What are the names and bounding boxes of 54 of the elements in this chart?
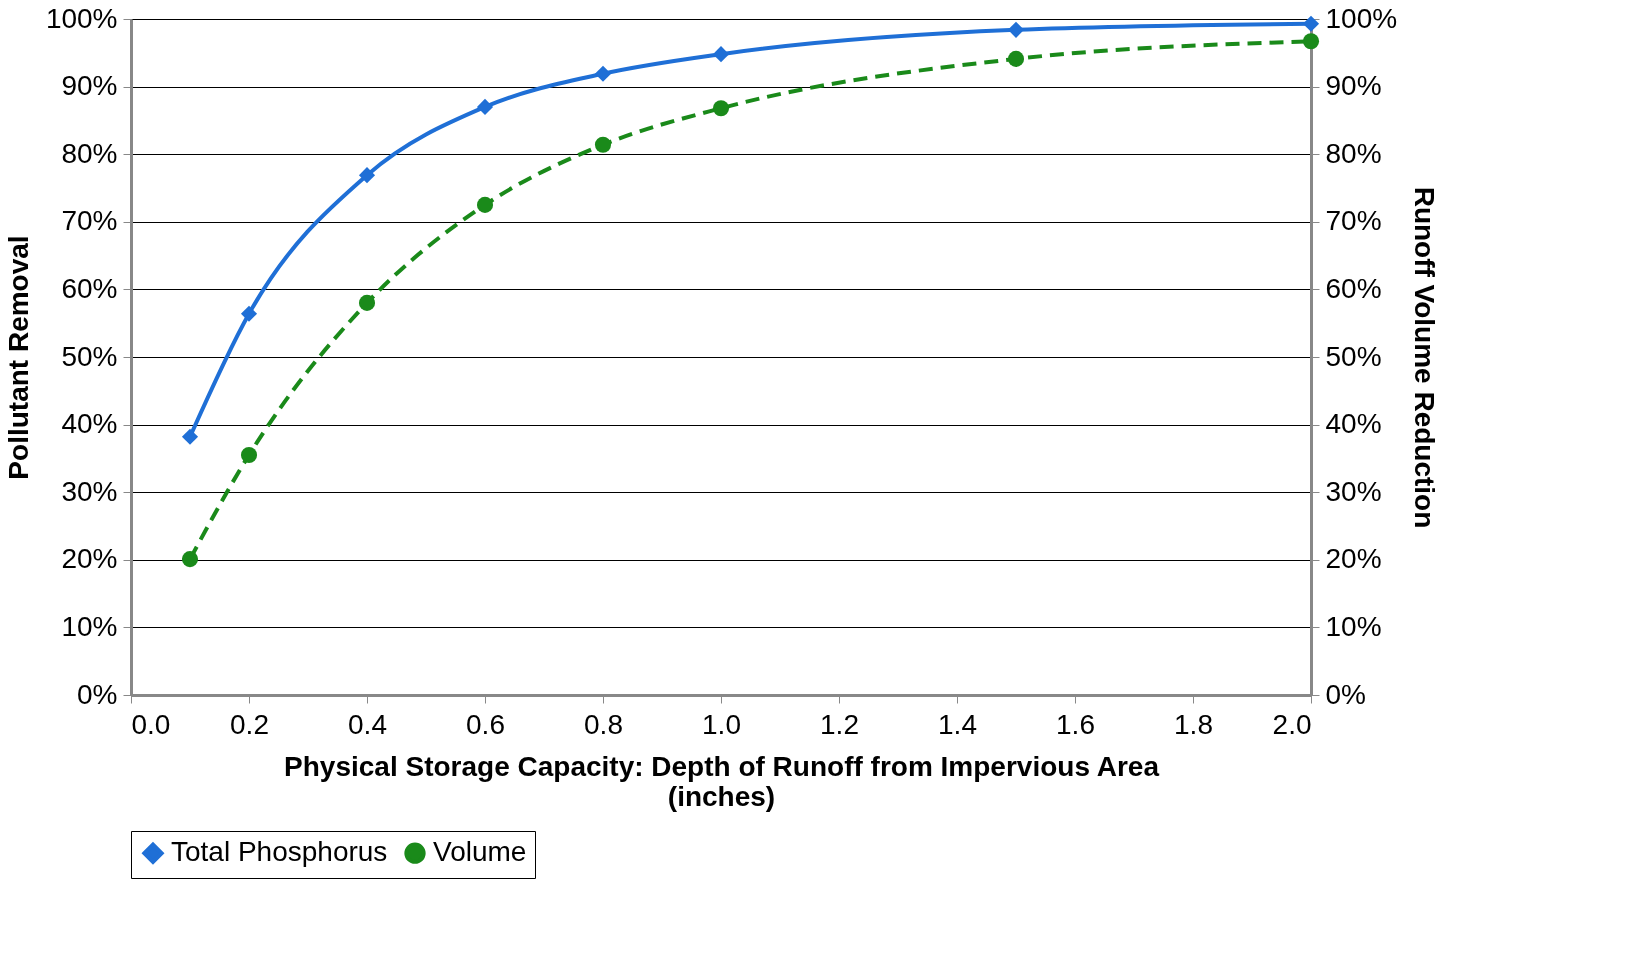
point <box>358 294 376 311</box>
y-tick-label: 0% <box>77 678 118 710</box>
y-tick-label: 20% <box>61 543 118 575</box>
legend-label: Volume <box>433 836 527 868</box>
point <box>240 305 258 322</box>
point <box>1302 15 1320 32</box>
y-tick-label: 70% <box>61 205 118 237</box>
y2-tick-label: 90% <box>1325 70 1382 102</box>
y2-tick-label: 10% <box>1325 610 1382 642</box>
point <box>712 46 730 63</box>
y2-axis-title: Runoff Volume Reduction <box>1409 186 1441 529</box>
y-tick-label: 100% <box>45 2 118 34</box>
point <box>181 551 199 568</box>
point <box>594 136 612 153</box>
point <box>594 65 612 82</box>
point <box>358 167 376 184</box>
x-tick-label: 1.8 <box>1174 708 1213 740</box>
y-tick-label: 30% <box>61 475 118 507</box>
y-axis-title: Pollutant Removal <box>2 235 34 480</box>
x-tick-label: 0.6 <box>466 708 505 740</box>
x-tick-label: 0.2 <box>230 708 269 740</box>
y-tick-label: 80% <box>61 137 118 169</box>
y-tick-label: 60% <box>61 272 118 304</box>
point <box>476 98 494 115</box>
legend-label: Total Phosphorus <box>171 836 388 868</box>
y-tick-label: 10% <box>61 610 118 642</box>
point <box>1007 21 1025 38</box>
y2-tick-label: 70% <box>1325 205 1382 237</box>
x-tick-label: 0.8 <box>584 708 623 740</box>
x-tick-label: 1.6 <box>1056 708 1095 740</box>
point <box>181 428 199 445</box>
x-tick-label: 0.4 <box>348 708 387 740</box>
point <box>712 100 730 117</box>
x-tick-label: 1.4 <box>938 708 977 740</box>
y-tick-label: 40% <box>61 408 118 440</box>
y2-tick-label: 0% <box>1325 678 1366 710</box>
x-tick-label: 0.0 <box>131 708 171 740</box>
x-axis-title: Physical Storage Capacity: Depth of Runoff from Impervious Area (inches) <box>284 750 1160 812</box>
x-tick-label: 1.0 <box>702 708 741 740</box>
y2-tick-label: 50% <box>1325 340 1382 372</box>
point <box>476 196 494 213</box>
y2-tick-label: 20% <box>1325 543 1382 575</box>
x-tick-label: 2.0 <box>1272 708 1312 740</box>
y2-tick-label: 100% <box>1325 2 1398 34</box>
x-tick-label: 1.2 <box>820 708 859 740</box>
y2-tick-label: 40% <box>1325 408 1382 440</box>
y2-tick-label: 60% <box>1325 272 1382 304</box>
y2-tick-label: 30% <box>1325 475 1382 507</box>
point <box>1007 50 1025 67</box>
y-tick-label: 90% <box>61 70 118 102</box>
y-tick-label: 50% <box>61 340 118 372</box>
point <box>240 446 258 464</box>
point <box>1302 33 1320 50</box>
y2-tick-label: 80% <box>1325 137 1382 169</box>
